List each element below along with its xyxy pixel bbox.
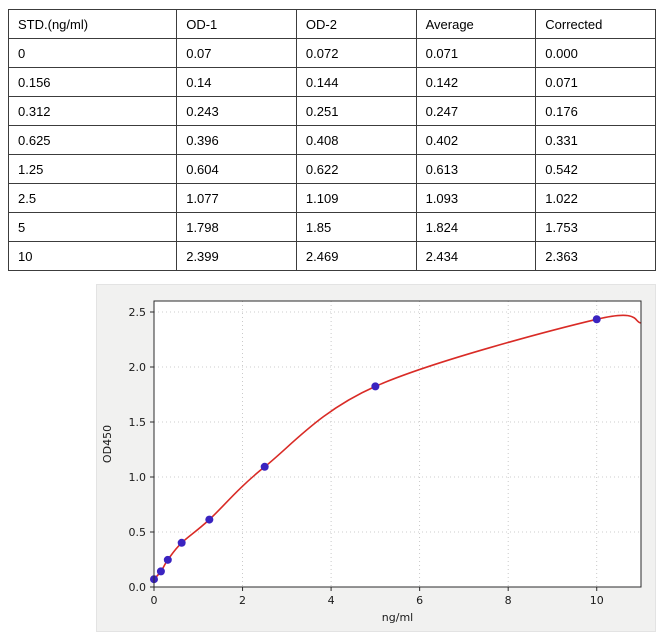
table-header-cell: OD-1 xyxy=(176,9,297,39)
table-cell: 0.312 xyxy=(7,96,178,126)
table-cell: 5 xyxy=(7,212,178,242)
table-cell: 0.14 xyxy=(176,67,297,97)
table-cell: 0.396 xyxy=(176,125,297,155)
table-cell: 1.753 xyxy=(535,212,656,242)
y-tick-label: 0.0 xyxy=(129,581,147,594)
plot-border xyxy=(153,300,642,588)
data-point xyxy=(163,555,172,564)
standard-curve-chart: 0 2 4 6 8 10 0.0 0.5 1.0 1.5 2.0 2.5 ng/ml OD450 xyxy=(101,300,642,624)
table-row: 0.312 0.243 0.251 0.247 0.176 xyxy=(7,96,656,126)
table-cell: 2.5 xyxy=(7,183,178,213)
data-point xyxy=(156,567,165,576)
table-cell: 0.142 xyxy=(415,67,537,97)
fit-curve xyxy=(153,314,642,580)
table-cell: 0.000 xyxy=(535,38,656,68)
table-cell: 0.331 xyxy=(535,125,656,155)
table-cell: 1.824 xyxy=(415,212,537,242)
table-cell: 0.542 xyxy=(535,154,656,184)
x-tick-label: 4 xyxy=(328,594,335,607)
x-tick-label: 2 xyxy=(239,594,246,607)
table-row: 0.156 0.14 0.144 0.142 0.071 xyxy=(7,67,656,97)
table-header-cell: Corrected xyxy=(535,9,656,39)
table-cell: 2.363 xyxy=(535,241,656,271)
table-cell: 1.109 xyxy=(295,183,417,213)
y-axis-label: OD450 xyxy=(101,425,114,463)
data-point xyxy=(592,315,601,324)
table-cell: 0.613 xyxy=(415,154,537,184)
table-cell: 0.408 xyxy=(295,125,417,155)
table-cell: 0 xyxy=(7,38,178,68)
table-cell: 1.022 xyxy=(535,183,656,213)
standard-curve-figure: 0 2 4 6 8 10 0.0 0.5 1.0 1.5 2.0 2.5 ng/ml OD450 xyxy=(96,284,656,632)
table-row: 5 1.798 1.85 1.824 1.753 xyxy=(7,212,656,242)
data-point xyxy=(177,538,186,547)
table-cell: 0.604 xyxy=(176,154,297,184)
x-axis-label: ng/ml xyxy=(382,611,413,624)
data-point xyxy=(371,382,380,391)
table-cell: 2.469 xyxy=(295,241,417,271)
table-cell: 10 xyxy=(7,241,178,271)
y-tick-label: 1.0 xyxy=(129,471,147,484)
y-tick-label: 0.5 xyxy=(129,526,147,539)
data-point xyxy=(260,462,269,471)
standards-table-header: STD.(ng/ml) OD-1 OD-2 Average Corrected xyxy=(7,9,656,39)
table-cell: 0.156 xyxy=(7,67,178,97)
y-tick-label: 1.5 xyxy=(129,416,147,429)
table-cell: 0.625 xyxy=(7,125,178,155)
table-cell: 0.07 xyxy=(176,38,297,68)
table-row: 1.25 0.604 0.622 0.613 0.542 xyxy=(7,154,656,184)
table-cell: 0.071 xyxy=(535,67,656,97)
table-cell: 0.243 xyxy=(176,96,297,126)
table-cell: 0.071 xyxy=(415,38,537,68)
table-cell: 2.399 xyxy=(176,241,297,271)
table-cell: 0.072 xyxy=(295,38,417,68)
standards-table: STD.(ng/ml) OD-1 OD-2 Average Corrected 0 0.0… xyxy=(7,9,656,271)
x-tick-label: 0 xyxy=(151,594,158,607)
table-cell: 1.798 xyxy=(176,212,297,242)
table-header-cell: Average xyxy=(415,9,537,39)
plot-area xyxy=(154,301,641,587)
table-cell: 1.093 xyxy=(415,183,537,213)
table-row: 0.625 0.396 0.408 0.402 0.331 xyxy=(7,125,656,155)
table-cell: 1.077 xyxy=(176,183,297,213)
table-cell: 0.402 xyxy=(415,125,537,155)
y-tick-label: 2.0 xyxy=(129,361,147,374)
table-cell: 0.176 xyxy=(535,96,656,126)
data-point xyxy=(205,515,214,524)
table-cell: 0.251 xyxy=(295,96,417,126)
table-header-row: STD.(ng/ml) OD-1 OD-2 Average Corrected xyxy=(7,9,656,39)
table-header-cell: OD-2 xyxy=(295,9,417,39)
table-cell: 0.622 xyxy=(295,154,417,184)
table-row: 2.5 1.077 1.109 1.093 1.022 xyxy=(7,183,656,213)
x-tick-label: 8 xyxy=(505,594,512,607)
table-row: 10 2.399 2.469 2.434 2.363 xyxy=(7,241,656,271)
table-header-cell: STD.(ng/ml) xyxy=(7,9,178,39)
table-cell: 1.25 xyxy=(7,154,178,184)
table-row: 0 0.07 0.072 0.071 0.000 xyxy=(7,38,656,68)
y-tick-label: 2.5 xyxy=(129,306,147,319)
table-cell: 2.434 xyxy=(415,241,537,271)
standards-table-body: 0 0.07 0.072 0.071 0.000 0.156 0.14 0.144 0.142 0… xyxy=(7,38,656,271)
table-cell: 0.144 xyxy=(295,67,417,97)
table-cell: 1.85 xyxy=(295,212,417,242)
x-tick-label: 6 xyxy=(416,594,423,607)
x-tick-label: 10 xyxy=(590,594,604,607)
table-cell: 0.247 xyxy=(415,96,537,126)
